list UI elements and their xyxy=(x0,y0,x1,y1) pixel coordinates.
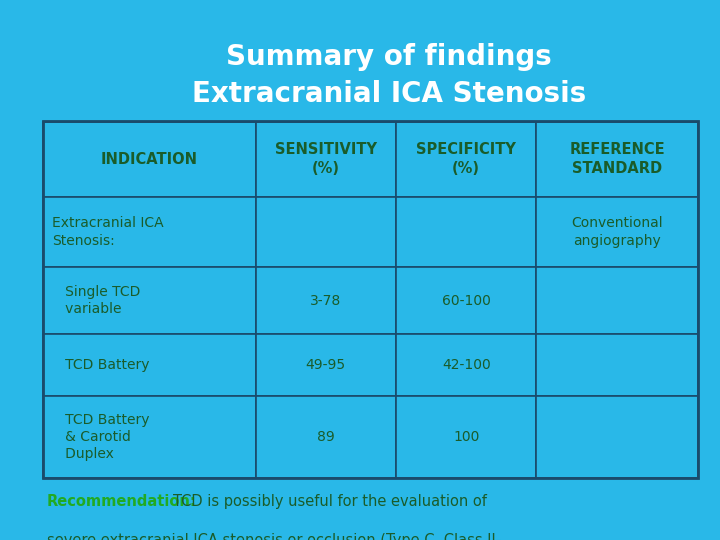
Text: 42-100: 42-100 xyxy=(442,358,490,372)
Text: TCD Battery
   & Carotid
   Duplex: TCD Battery & Carotid Duplex xyxy=(52,413,149,461)
Text: Summary of findings: Summary of findings xyxy=(226,43,552,71)
Bar xyxy=(256,122,396,197)
Text: severe extracranial ICA stenosis or occlusion (Type C, Class II-: severe extracranial ICA stenosis or occl… xyxy=(47,533,501,540)
Text: Recommendation:: Recommendation: xyxy=(47,494,197,509)
Text: 100: 100 xyxy=(453,430,480,444)
Bar xyxy=(536,396,698,478)
Bar xyxy=(256,267,396,334)
Text: Extracranial ICA Stenosis: Extracranial ICA Stenosis xyxy=(192,80,586,109)
Bar xyxy=(536,267,698,334)
Text: TCD is possibly useful for the evaluation of: TCD is possibly useful for the evaluatio… xyxy=(173,494,487,509)
Text: 60-100: 60-100 xyxy=(442,294,490,308)
Bar xyxy=(256,197,396,267)
Bar xyxy=(396,197,536,267)
Bar xyxy=(43,122,698,478)
Bar xyxy=(396,334,536,396)
Bar xyxy=(536,334,698,396)
Text: 49-95: 49-95 xyxy=(306,358,346,372)
Bar xyxy=(396,267,536,334)
Bar xyxy=(43,396,256,478)
Bar xyxy=(396,396,536,478)
Bar xyxy=(43,334,256,396)
Text: Conventional
angiography: Conventional angiography xyxy=(572,217,663,248)
Bar xyxy=(43,122,256,197)
Text: 3-78: 3-78 xyxy=(310,294,341,308)
Text: REFERENCE
STANDARD: REFERENCE STANDARD xyxy=(570,142,665,176)
Bar xyxy=(396,122,536,197)
Bar xyxy=(256,334,396,396)
Text: INDICATION: INDICATION xyxy=(101,152,198,166)
Text: TCD Battery: TCD Battery xyxy=(52,358,149,372)
Text: SENSITIVITY
(%): SENSITIVITY (%) xyxy=(275,142,377,176)
Text: SPECIFICITY
(%): SPECIFICITY (%) xyxy=(416,142,516,176)
Text: Extracranial ICA
Stenosis:: Extracranial ICA Stenosis: xyxy=(52,217,163,248)
Bar xyxy=(256,396,396,478)
Text: Single TCD
   variable: Single TCD variable xyxy=(52,285,140,316)
Bar xyxy=(536,122,698,197)
Bar xyxy=(43,267,256,334)
Text: 89: 89 xyxy=(317,430,335,444)
Bar xyxy=(536,197,698,267)
Bar xyxy=(43,197,256,267)
